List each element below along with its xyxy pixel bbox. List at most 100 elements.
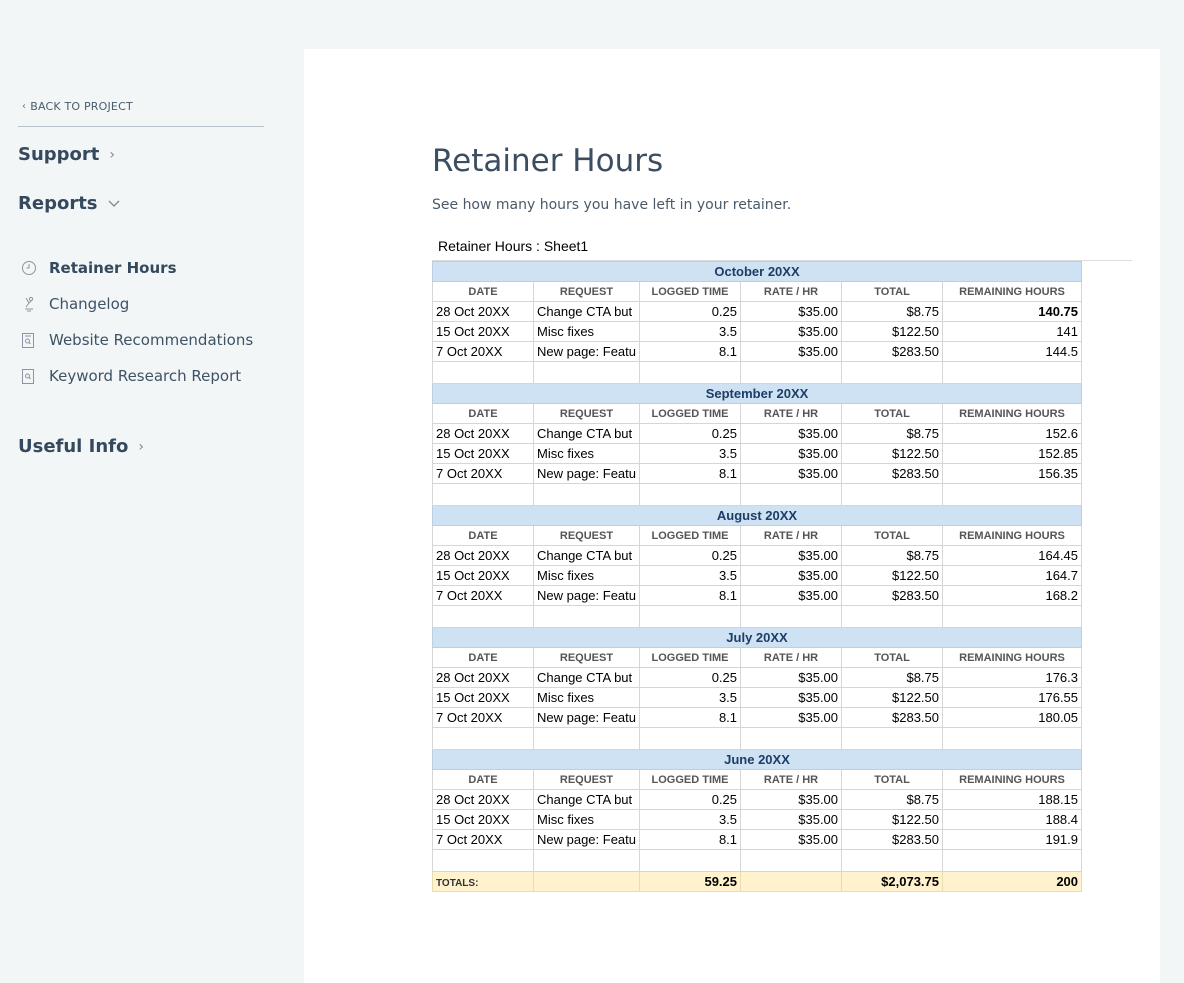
table-cell[interactable]: $122.50 bbox=[841, 443, 944, 464]
column-header[interactable]: LOGGED TIME bbox=[639, 769, 742, 790]
column-header[interactable]: TOTAL bbox=[841, 525, 944, 546]
table-cell[interactable]: $122.50 bbox=[841, 321, 944, 342]
table-cell[interactable]: $122.50 bbox=[841, 687, 944, 708]
table-cell[interactable] bbox=[432, 605, 534, 628]
table-cell[interactable] bbox=[532, 605, 641, 628]
table-cell[interactable]: Change CTA but bbox=[532, 667, 641, 688]
table-cell[interactable]: $35.00 bbox=[740, 341, 843, 362]
table-cell[interactable]: 0.25 bbox=[639, 301, 742, 322]
table-cell[interactable]: 0.25 bbox=[639, 789, 742, 810]
table-cell[interactable]: $35.00 bbox=[740, 585, 843, 606]
table-cell[interactable]: 152.6 bbox=[942, 423, 1083, 444]
column-header[interactable]: RATE / HR bbox=[740, 525, 843, 546]
column-header[interactable]: TOTAL bbox=[841, 769, 944, 790]
column-header[interactable]: DATE bbox=[432, 769, 534, 790]
column-header[interactable]: DATE bbox=[432, 281, 534, 302]
table-cell[interactable]: 164.7 bbox=[942, 565, 1083, 586]
table-cell[interactable]: 191.9 bbox=[942, 829, 1083, 850]
table-cell[interactable]: 0.25 bbox=[639, 545, 742, 566]
table-cell[interactable]: Misc fixes bbox=[532, 809, 641, 830]
table-cell[interactable]: 168.2 bbox=[942, 585, 1083, 606]
column-header[interactable]: REQUEST bbox=[532, 525, 641, 546]
table-cell[interactable] bbox=[942, 361, 1083, 384]
table-cell[interactable]: 3.5 bbox=[639, 687, 742, 708]
column-header[interactable]: REMAINING HOURS bbox=[942, 403, 1083, 424]
table-cell[interactable]: $35.00 bbox=[740, 667, 843, 688]
table-cell[interactable]: 28 Oct 20XX bbox=[432, 789, 534, 810]
table-cell[interactable]: $283.50 bbox=[841, 463, 944, 484]
table-cell[interactable] bbox=[639, 727, 742, 750]
table-cell[interactable]: $35.00 bbox=[740, 545, 843, 566]
table-cell[interactable]: 140.75 bbox=[942, 301, 1083, 322]
table-cell[interactable]: $122.50 bbox=[841, 809, 944, 830]
table-cell[interactable]: $8.75 bbox=[841, 789, 944, 810]
table-cell[interactable]: $35.00 bbox=[740, 301, 843, 322]
table-cell[interactable]: $283.50 bbox=[841, 829, 944, 850]
table-cell[interactable]: Change CTA but bbox=[532, 301, 641, 322]
month-title[interactable]: September 20XX bbox=[431, 383, 1083, 404]
table-cell[interactable] bbox=[841, 483, 944, 506]
column-header[interactable]: RATE / HR bbox=[740, 647, 843, 668]
table-cell[interactable]: 7 Oct 20XX bbox=[432, 463, 534, 484]
month-title[interactable]: August 20XX bbox=[431, 505, 1083, 526]
totals-total[interactable]: $2,073.75 bbox=[841, 871, 944, 892]
table-cell[interactable]: $35.00 bbox=[740, 565, 843, 586]
totals-label[interactable]: TOTALS: bbox=[432, 871, 534, 892]
table-cell[interactable]: New page: Featu bbox=[532, 341, 641, 362]
totals-remaining-hours[interactable]: 200 bbox=[942, 871, 1083, 892]
table-cell[interactable] bbox=[639, 849, 742, 872]
table-cell[interactable]: Change CTA but bbox=[532, 545, 641, 566]
table-cell[interactable]: Misc fixes bbox=[532, 443, 641, 464]
table-cell[interactable]: 8.1 bbox=[639, 341, 742, 362]
column-header[interactable]: REQUEST bbox=[532, 647, 641, 668]
table-cell[interactable]: New page: Featu bbox=[532, 829, 641, 850]
table-cell[interactable]: New page: Featu bbox=[532, 585, 641, 606]
table-cell[interactable]: $122.50 bbox=[841, 565, 944, 586]
table-cell[interactable]: Misc fixes bbox=[532, 321, 641, 342]
table-cell[interactable] bbox=[841, 727, 944, 750]
table-cell[interactable]: New page: Featu bbox=[532, 463, 641, 484]
table-cell[interactable]: 15 Oct 20XX bbox=[432, 809, 534, 830]
table-cell[interactable]: $35.00 bbox=[740, 707, 843, 728]
table-cell[interactable]: 28 Oct 20XX bbox=[432, 667, 534, 688]
table-cell[interactable]: 7 Oct 20XX bbox=[432, 829, 534, 850]
table-cell[interactable]: 28 Oct 20XX bbox=[432, 545, 534, 566]
column-header[interactable]: REMAINING HOURS bbox=[942, 281, 1083, 302]
table-cell[interactable]: New page: Featu bbox=[532, 707, 641, 728]
table-cell[interactable]: $8.75 bbox=[841, 301, 944, 322]
table-cell[interactable]: $283.50 bbox=[841, 707, 944, 728]
column-header[interactable]: REMAINING HOURS bbox=[942, 647, 1083, 668]
table-cell[interactable] bbox=[740, 361, 843, 384]
table-cell[interactable]: 0.25 bbox=[639, 667, 742, 688]
table-cell[interactable]: $8.75 bbox=[841, 545, 944, 566]
sidebar-item-keyword-research-report[interactable]: Keyword Research Report bbox=[18, 352, 264, 400]
table-cell[interactable] bbox=[740, 605, 843, 628]
table-cell[interactable] bbox=[942, 605, 1083, 628]
table-cell[interactable] bbox=[942, 727, 1083, 750]
table-cell[interactable]: $8.75 bbox=[841, 667, 944, 688]
sidebar-item-retainer-hours[interactable]: Retainer Hours bbox=[18, 244, 264, 292]
column-header[interactable]: REQUEST bbox=[532, 769, 641, 790]
table-cell[interactable]: Misc fixes bbox=[532, 687, 641, 708]
table-cell[interactable]: 28 Oct 20XX bbox=[432, 423, 534, 444]
column-header[interactable]: DATE bbox=[432, 525, 534, 546]
month-title[interactable]: October 20XX bbox=[431, 261, 1083, 282]
table-cell[interactable] bbox=[942, 849, 1083, 872]
nav-section-support[interactable]: Support › bbox=[18, 144, 264, 165]
table-cell[interactable]: 15 Oct 20XX bbox=[432, 443, 534, 464]
table-cell[interactable]: 152.85 bbox=[942, 443, 1083, 464]
column-header[interactable]: DATE bbox=[432, 403, 534, 424]
table-cell[interactable] bbox=[532, 483, 641, 506]
table-cell[interactable]: 7 Oct 20XX bbox=[432, 341, 534, 362]
table-cell[interactable]: $283.50 bbox=[841, 585, 944, 606]
sidebar-item-changelog[interactable]: Changelog bbox=[18, 280, 264, 328]
table-cell[interactable]: 180.05 bbox=[942, 707, 1083, 728]
column-header[interactable]: LOGGED TIME bbox=[639, 647, 742, 668]
column-header[interactable]: TOTAL bbox=[841, 281, 944, 302]
table-cell[interactable] bbox=[532, 871, 641, 892]
column-header[interactable]: RATE / HR bbox=[740, 769, 843, 790]
column-header[interactable]: RATE / HR bbox=[740, 281, 843, 302]
table-cell[interactable]: $283.50 bbox=[841, 341, 944, 362]
totals-logged-time[interactable]: 59.25 bbox=[639, 871, 742, 892]
table-cell[interactable]: $35.00 bbox=[740, 423, 843, 444]
